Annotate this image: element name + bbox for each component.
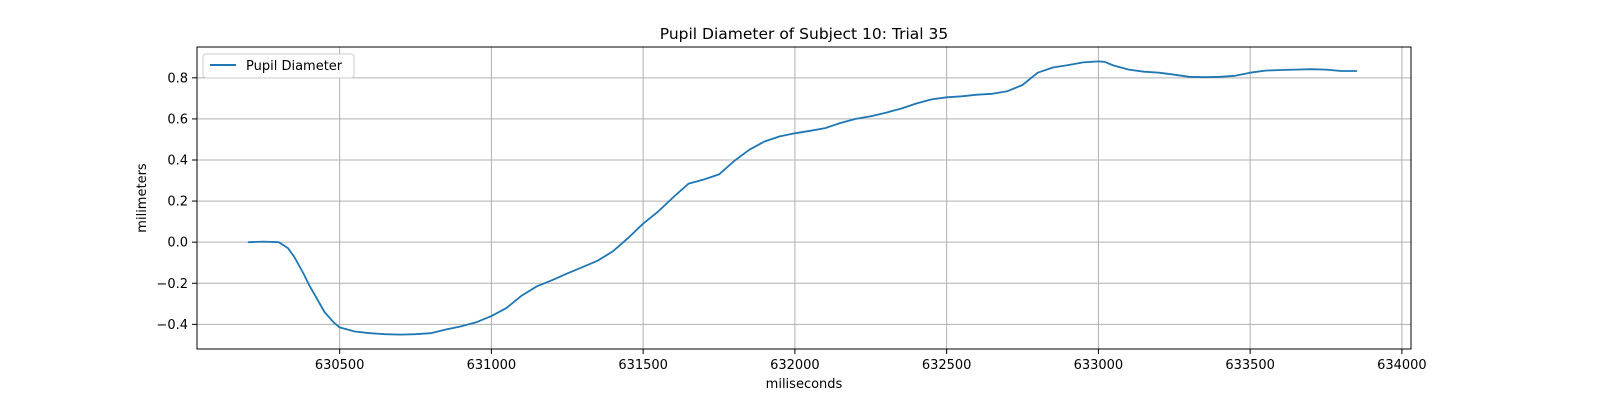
y-tick-label: −0.4 <box>156 318 188 333</box>
series-line-pupil-diameter <box>247 60 1358 336</box>
y-tick-label: 0.8 <box>167 71 188 86</box>
y-tick-label: −0.2 <box>156 277 188 292</box>
y-tick-label: 0.6 <box>167 112 188 127</box>
x-tick-label: 630500 <box>315 358 365 373</box>
y-tick-label: 0.2 <box>167 195 188 210</box>
grid <box>197 47 1411 349</box>
legend-box <box>202 53 355 79</box>
y-tick-label: 0.0 <box>167 236 188 251</box>
x-tick-label: 632000 <box>770 358 820 373</box>
series-layer <box>247 60 1358 336</box>
plot-frame <box>196 46 1412 350</box>
y-axis-label: milimeters <box>135 163 150 233</box>
x-tick-label: 631500 <box>618 358 668 373</box>
x-tick-label: 631000 <box>467 358 517 373</box>
x-tick-label: 632500 <box>922 358 972 373</box>
legend: Pupil Diameter <box>202 53 355 79</box>
x-tick-label: 634000 <box>1377 358 1427 373</box>
y-axis: −0.4 −0.2 0.0 0.2 0.4 0.6 0.8 <box>156 71 197 333</box>
y-tick-label: 0.4 <box>167 153 188 168</box>
x-tick-label: 633000 <box>1074 358 1124 373</box>
x-axis: 630500 631000 631500 632000 632500 633000 6335… <box>315 349 1427 373</box>
chart-title: Pupil Diameter of Subject 10: Trial 35 <box>660 25 949 43</box>
x-tick-label: 633500 <box>1225 358 1275 373</box>
x-axis-label: miliseconds <box>766 377 843 392</box>
legend-label: Pupil Diameter <box>246 59 343 74</box>
